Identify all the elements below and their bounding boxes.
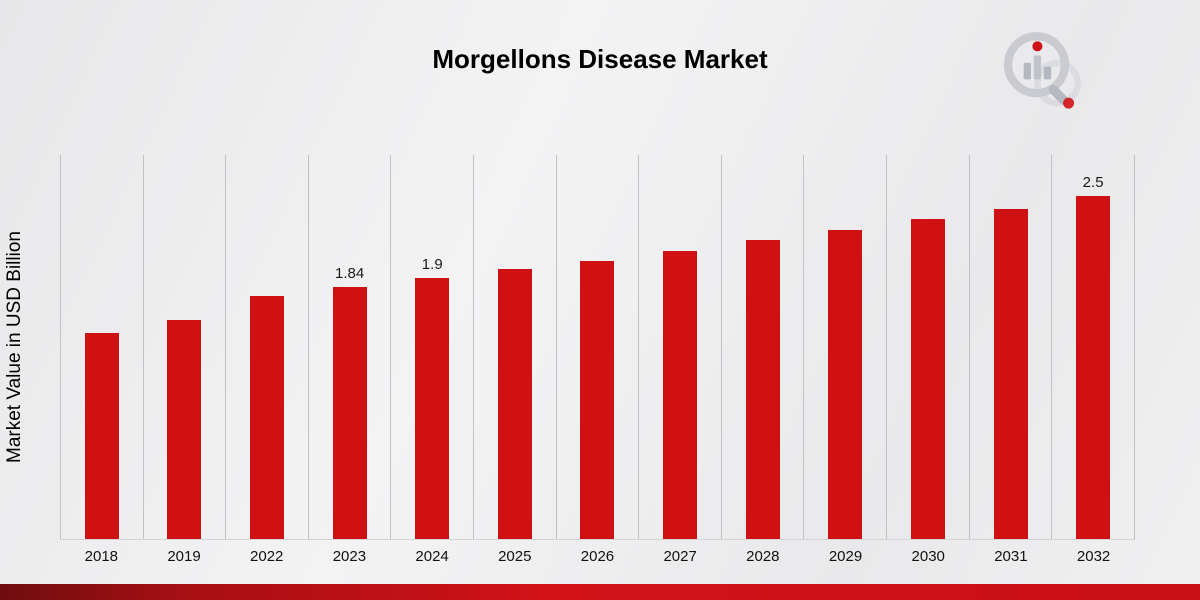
bar bbox=[663, 251, 698, 539]
bar: 2.5 bbox=[1076, 174, 1111, 539]
plot-area: 1.84 1.9 2.5 bbox=[60, 155, 1135, 540]
x-tick-label: 2030 bbox=[911, 548, 945, 565]
bar-chart: 1.84 1.9 2.5 2018 2019 2022 2023 2024 2025 2026 2… bbox=[60, 155, 1135, 565]
x-tick-label: 2018 bbox=[84, 548, 119, 565]
x-tick-label: 2032 bbox=[1076, 548, 1111, 565]
x-tick-label: 2026 bbox=[580, 548, 615, 565]
bar bbox=[250, 296, 285, 539]
footer-accent-band bbox=[0, 584, 1200, 600]
bar-value-label: 1.9 bbox=[421, 256, 443, 274]
bar: 1.9 bbox=[415, 256, 450, 539]
bar bbox=[993, 208, 1028, 539]
bar bbox=[497, 268, 532, 539]
x-tick-label: 2028 bbox=[746, 548, 780, 565]
y-axis-label: Market Value in USD Billion bbox=[4, 231, 25, 464]
bar bbox=[910, 219, 945, 539]
chart-column: 1.9 bbox=[390, 155, 473, 539]
x-tick-label: 2024 bbox=[415, 548, 449, 565]
chart-column bbox=[473, 155, 556, 539]
x-tick-label: 2027 bbox=[663, 548, 697, 565]
x-tick-label: 2022 bbox=[250, 548, 284, 565]
logo-graphic bbox=[1003, 32, 1081, 109]
chart-column: 2.5 bbox=[1051, 155, 1134, 539]
x-tick-label: 2031 bbox=[994, 548, 1028, 565]
x-tick-label: 2029 bbox=[828, 548, 863, 565]
chart-column bbox=[142, 155, 226, 539]
bar bbox=[580, 260, 615, 539]
bar: 1.84 bbox=[332, 265, 367, 539]
bar bbox=[745, 240, 780, 539]
x-tick-label: 2023 bbox=[332, 548, 367, 565]
chart-column bbox=[60, 155, 143, 539]
chart-column bbox=[638, 155, 721, 539]
bar-value-label: 2.5 bbox=[1082, 174, 1104, 192]
chart-column bbox=[225, 155, 308, 539]
chart-column bbox=[720, 155, 804, 539]
page-title: Morgellons Disease Market bbox=[432, 44, 768, 74]
chart-column: 1.84 bbox=[307, 155, 391, 539]
bar bbox=[828, 230, 863, 539]
bar bbox=[84, 333, 119, 539]
chart-column bbox=[803, 155, 886, 539]
x-tick-label: 2025 bbox=[498, 548, 532, 565]
x-tick-label: 2019 bbox=[167, 548, 201, 565]
bar bbox=[167, 319, 202, 539]
chart-column bbox=[968, 155, 1052, 539]
bar-value-label: 1.84 bbox=[335, 264, 365, 282]
chart-column bbox=[886, 155, 969, 539]
x-axis: 2018 2019 2022 2023 2024 2025 2026 2027 2028 2029… bbox=[60, 540, 1135, 565]
chart-column bbox=[555, 155, 639, 539]
magnifier-bar-chart-logo bbox=[996, 28, 1088, 116]
